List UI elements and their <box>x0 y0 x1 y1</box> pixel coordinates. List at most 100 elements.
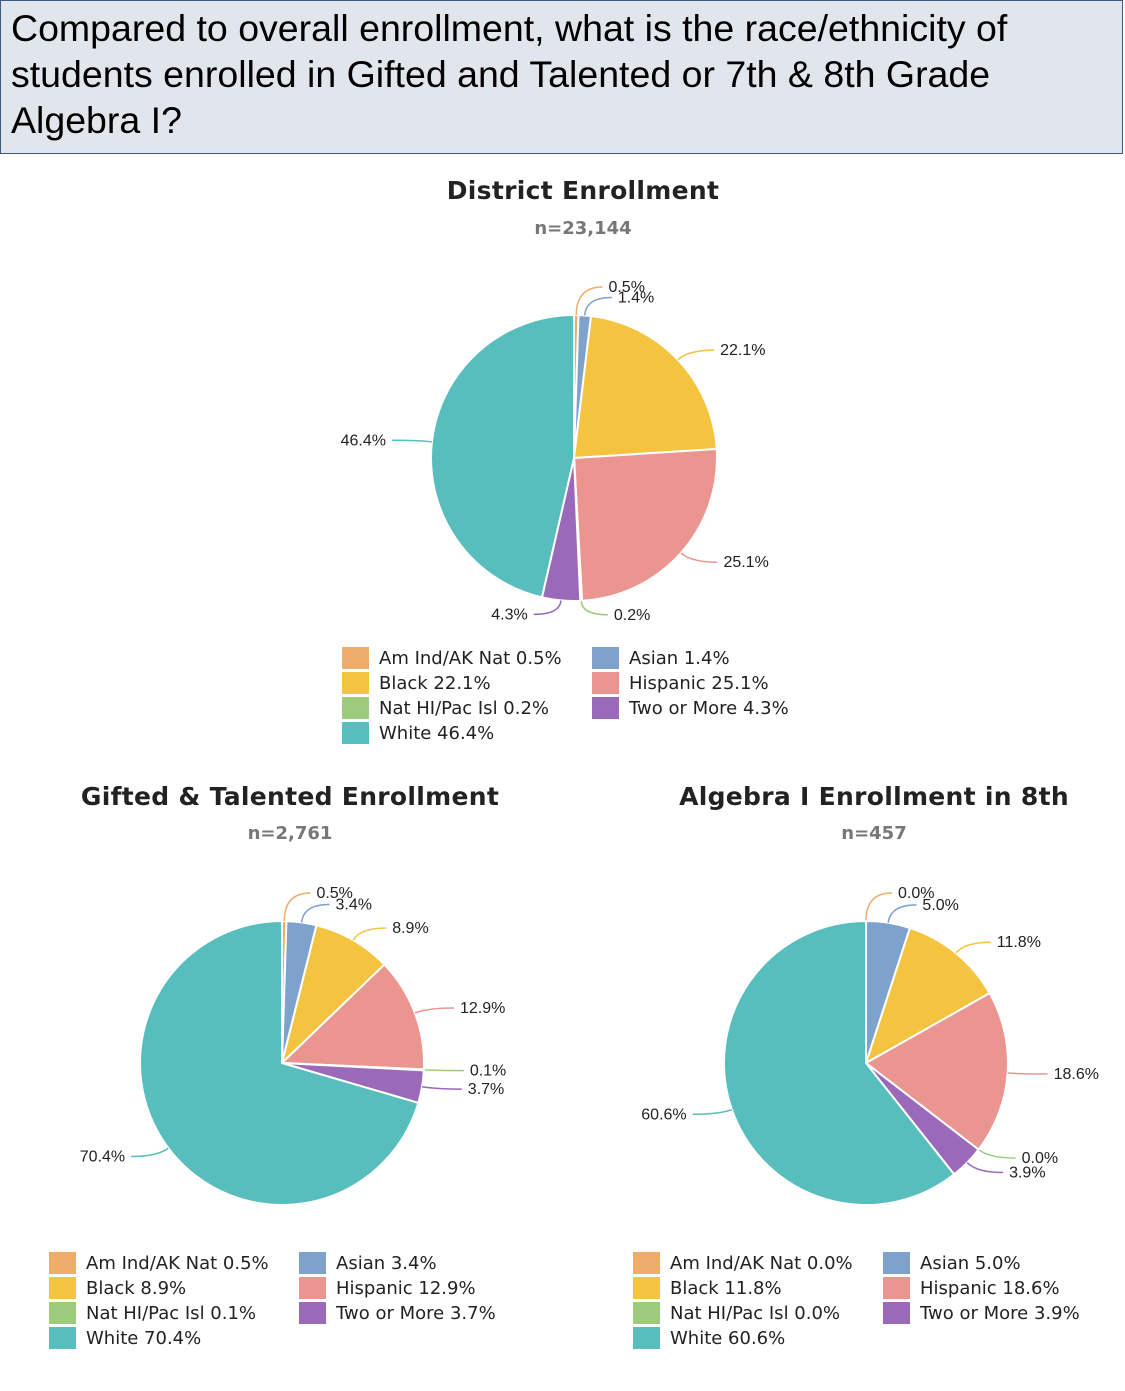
data-label-gifted-two-or-more: 3.7% <box>468 1081 504 1098</box>
legend-label: Black 11.8% <box>670 1277 782 1299</box>
legend-swatch <box>633 1277 660 1299</box>
leader-line-algebra-nat-hi-pac-isl <box>978 1148 1016 1159</box>
leader-line-gifted-white <box>131 1147 169 1158</box>
legend-item-algebra-white: White 60.6% <box>633 1326 785 1350</box>
pie-slice-algebra-hispanic <box>864 991 1009 1151</box>
legend-item-gifted-nat-hi-pac-isl: Nat HI/Pac Isl 0.1% <box>49 1301 256 1325</box>
legend-label: Two or More 3.9% <box>920 1302 1080 1324</box>
leader-line-gifted-asian <box>300 903 330 923</box>
legend-swatch <box>342 672 369 694</box>
legend-label: Black 22.1% <box>379 672 491 694</box>
leader-line-district-nat-hi-pac-isl <box>580 600 608 616</box>
data-label-gifted-white: 70.4% <box>80 1149 125 1166</box>
legend-swatch <box>883 1302 910 1324</box>
legend-swatch <box>49 1302 76 1324</box>
leader-line-algebra-two-or-more <box>966 1162 1004 1174</box>
legend-label: Asian 3.4% <box>336 1252 437 1274</box>
leader-line-gifted-hispanic <box>414 1007 454 1014</box>
leader-line-algebra-white <box>692 1108 733 1116</box>
legend-item-district-nat-hi-pac-isl: Nat HI/Pac Isl 0.2% <box>342 696 549 720</box>
legend-label: Hispanic 12.9% <box>336 1277 476 1299</box>
pie-slice-district-black <box>572 314 718 460</box>
pie-slice-district-hispanic <box>572 447 718 602</box>
question-text: Compared to overall enrollment, what is … <box>11 7 1008 141</box>
data-label-algebra-black: 11.8% <box>997 934 1041 951</box>
legend-item-algebra-asian: Asian 5.0% <box>883 1251 1021 1275</box>
chart-title-gifted: Gifted & Talented Enrollment <box>80 782 500 811</box>
legend-swatch <box>592 697 619 719</box>
leader-line-algebra-am-ind-ak-nat <box>865 892 893 922</box>
legend-label: White 60.6% <box>670 1327 786 1349</box>
legend-item-gifted-asian: Asian 3.4% <box>299 1251 437 1275</box>
legend-item-algebra-nat-hi-pac-isl: Nat HI/Pac Isl 0.0% <box>633 1301 840 1325</box>
data-label-district-white: 46.4% <box>341 432 386 449</box>
legend-item-algebra-hispanic: Hispanic 18.6% <box>883 1276 1060 1300</box>
data-label-algebra-asian: 5.0% <box>922 897 958 914</box>
legend-item-algebra-black: Black 11.8% <box>633 1276 782 1300</box>
legend-label: Nat HI/Pac Isl 0.1% <box>86 1302 257 1324</box>
legend-swatch <box>592 672 619 694</box>
data-label-gifted-black: 8.9% <box>392 920 428 937</box>
question-banner: Compared to overall enrollment, what is … <box>0 0 1123 154</box>
legend-label: Two or More 3.7% <box>336 1302 496 1324</box>
data-label-district-asian: 1.4% <box>618 289 654 306</box>
data-label-gifted-am-ind-ak-nat: 0.5% <box>316 885 352 902</box>
legend-swatch <box>49 1252 76 1274</box>
legend-label: Hispanic 18.6% <box>920 1277 1060 1299</box>
pie-slice-algebra-white <box>723 919 956 1206</box>
leader-line-gifted-two-or-more <box>421 1086 462 1090</box>
legend-item-gifted-white: White 70.4% <box>49 1326 201 1350</box>
legend-label: Am Ind/AK Nat 0.5% <box>379 647 562 669</box>
legend-item-gifted-am-ind-ak-nat: Am Ind/AK Nat 0.5% <box>49 1251 269 1275</box>
leader-line-algebra-black <box>955 941 991 954</box>
pie-slice-gifted-white <box>139 919 420 1206</box>
legend-label: Asian 1.4% <box>629 647 730 669</box>
data-label-district-two-or-more: 4.3% <box>491 606 527 623</box>
legend-swatch <box>342 647 369 669</box>
pie-slice-algebra-black <box>864 926 992 1066</box>
legend-label: Nat HI/Pac Isl 0.0% <box>670 1302 841 1324</box>
leader-line-gifted-nat-hi-pac-isl <box>423 1069 464 1072</box>
data-label-algebra-nat-hi-pac-isl: 0.0% <box>1022 1150 1058 1167</box>
legend-swatch <box>592 647 619 669</box>
pie-slice-gifted-hispanic <box>279 963 425 1071</box>
legend-item-algebra-two-or-more: Two or More 3.9% <box>883 1301 1080 1325</box>
legend-swatch <box>342 697 369 719</box>
legend-item-district-hispanic: Hispanic 25.1% <box>592 671 769 695</box>
legend-swatch <box>883 1252 910 1274</box>
legend-label: Nat HI/Pac Isl 0.2% <box>379 697 550 719</box>
legend-label: White 46.4% <box>379 722 495 744</box>
legend-item-gifted-two-or-more: Two or More 3.7% <box>299 1301 496 1325</box>
legend-swatch <box>49 1277 76 1299</box>
pie-slice-gifted-black <box>280 924 386 1067</box>
leader-line-algebra-asian <box>887 904 917 923</box>
legend-swatch <box>883 1277 910 1299</box>
legend-label: White 70.4% <box>86 1327 202 1349</box>
legend-swatch <box>633 1302 660 1324</box>
legend-item-district-asian: Asian 1.4% <box>592 646 730 670</box>
chart-n-gifted: n=2,761 <box>247 823 333 844</box>
leader-line-district-hispanic <box>680 552 718 563</box>
legend-swatch <box>49 1327 76 1349</box>
legend-swatch <box>299 1302 326 1324</box>
legend-item-district-am-ind-ak-nat: Am Ind/AK Nat 0.5% <box>342 646 562 670</box>
legend-item-district-black: Black 22.1% <box>342 671 491 695</box>
leader-line-district-am-ind-ak-nat <box>575 286 603 316</box>
legend-label: Am Ind/AK Nat 0.5% <box>86 1252 269 1274</box>
leader-line-district-white <box>392 439 432 443</box>
leader-line-algebra-hispanic <box>1007 1072 1048 1075</box>
data-label-district-nat-hi-pac-isl: 0.2% <box>614 607 650 624</box>
data-label-gifted-nat-hi-pac-isl: 0.1% <box>470 1063 506 1080</box>
legend-swatch <box>633 1327 660 1349</box>
legend-swatch <box>342 722 369 744</box>
data-label-gifted-hispanic: 12.9% <box>460 1000 505 1017</box>
legend-item-gifted-black: Black 8.9% <box>49 1276 186 1300</box>
chart-n-algebra: n=457 <box>841 823 907 844</box>
legend-label: Hispanic 25.1% <box>629 672 769 694</box>
data-label-district-hispanic: 25.1% <box>723 554 768 571</box>
legend-label: Am Ind/AK Nat 0.0% <box>670 1252 853 1274</box>
leader-line-gifted-black <box>352 927 387 941</box>
